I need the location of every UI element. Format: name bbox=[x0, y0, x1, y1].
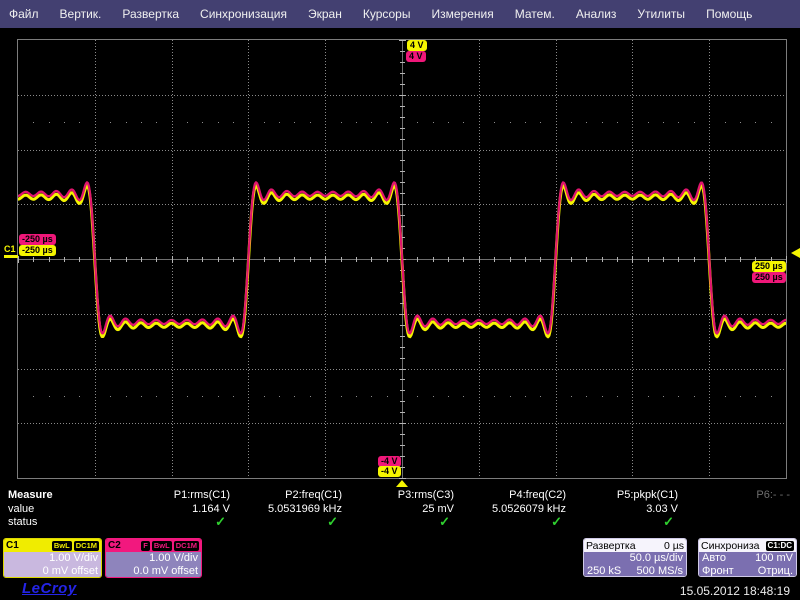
c1-channel-marker: C1 bbox=[4, 244, 16, 254]
bwl-badge: BwL bbox=[51, 540, 72, 551]
lecroy-logo: LeCroy bbox=[22, 580, 77, 597]
channel1-id: C1 bbox=[6, 540, 19, 551]
c1-left-time-tag: -250 µs bbox=[19, 245, 56, 256]
trigger-slope: Отриц. bbox=[757, 565, 793, 577]
channel2-id: C2 bbox=[108, 540, 121, 551]
dc1m-badge: DC1M bbox=[173, 540, 199, 551]
menu-item-display[interactable]: Экран bbox=[307, 7, 342, 21]
clock-timestamp: 15.05.2012 18:48:19 bbox=[679, 584, 790, 598]
p4-status-check-icon: ✓ bbox=[551, 514, 562, 529]
menu-item-measure[interactable]: Измерения bbox=[431, 7, 494, 21]
p4-value: 5.0526079 kHz bbox=[492, 503, 566, 515]
p3-status-check-icon: ✓ bbox=[439, 514, 450, 529]
p1-value: 1.164 V bbox=[192, 503, 230, 515]
channel2-offset: 0.0 mV offset bbox=[133, 565, 198, 577]
menu-item-cursors[interactable]: Курсоры bbox=[362, 7, 411, 21]
timebase-delay: 0 µs bbox=[663, 539, 684, 552]
measure-col-p1[interactable]: P1:rms(C1) 1.164 V ✓ bbox=[118, 487, 230, 533]
waveform-display bbox=[18, 181, 786, 339]
filter-badge: F bbox=[141, 540, 150, 551]
p2-status-check-icon: ✓ bbox=[327, 514, 338, 529]
menu-item-utilities[interactable]: Утилиты bbox=[637, 7, 686, 21]
channel1-descriptor-box[interactable]: C1 BwL DC1M 1.00 V/div 0 mV offset bbox=[3, 538, 102, 578]
c1-right-time-tag: 250 µs bbox=[752, 261, 786, 272]
measure-col-p6[interactable]: P6:- - - bbox=[678, 487, 790, 533]
p4-label: P4:freq(C2) bbox=[509, 489, 566, 501]
scope-graticule bbox=[17, 39, 787, 479]
menu-item-timebase[interactable]: Развертка bbox=[122, 7, 180, 21]
c2-top-range-tag: 4 V bbox=[406, 51, 426, 62]
trigger-level: 100 mV bbox=[755, 552, 793, 564]
timebase-title: Развертка bbox=[586, 539, 636, 552]
channel2-scale: 1.00 V/div bbox=[149, 552, 198, 564]
menu-item-file[interactable]: Файл bbox=[9, 7, 39, 21]
trace-c2 bbox=[18, 181, 786, 335]
p5-value: 3.03 V bbox=[646, 503, 678, 515]
timebase-descriptor-box[interactable]: Развертка 0 µs 50.0 µs/div 250 kS 500 MS… bbox=[583, 538, 687, 577]
measure-col-p3[interactable]: P3:rms(C3) 25 mV ✓ bbox=[342, 487, 454, 533]
p2-value: 5.0531969 kHz bbox=[268, 503, 342, 515]
menu-item-help[interactable]: Помощь bbox=[706, 7, 753, 21]
trigger-mode: Авто bbox=[702, 552, 726, 564]
bwl-badge: BwL bbox=[151, 540, 172, 551]
p3-value: 25 mV bbox=[422, 503, 454, 515]
menu-item-math[interactable]: Матем. bbox=[514, 7, 555, 21]
trigger-coupling: Фронт bbox=[702, 565, 734, 577]
c1-top-range-tag: 4 V bbox=[407, 40, 427, 51]
trigger-source-badge: C1:DC bbox=[765, 540, 794, 551]
measure-col-p4[interactable]: P4:freq(C2) 5.0526079 kHz ✓ bbox=[454, 487, 566, 533]
channel2-descriptor-box[interactable]: C2 F BwL DC1M 1.00 V/div 0.0 mV offset bbox=[105, 538, 202, 578]
c2-left-time-tag: -250 µs bbox=[19, 234, 56, 245]
status-row-label: status bbox=[8, 516, 38, 528]
trigger-descriptor-box[interactable]: Синхрониза C1:DC Авто 100 mV Фронт Отриц… bbox=[698, 538, 797, 577]
p3-label: P3:rms(C3) bbox=[397, 489, 454, 501]
channel1-offset: 0 mV offset bbox=[42, 565, 98, 577]
c2-right-time-tag: 250 µs bbox=[752, 272, 786, 283]
channel1-scale: 1.00 V/div bbox=[49, 552, 98, 564]
menu-item-vertical[interactable]: Вертик. bbox=[59, 7, 102, 21]
timebase-rate: 500 MS/s bbox=[636, 565, 683, 577]
p2-label: P2:freq(C1) bbox=[285, 489, 342, 501]
p1-label: P1:rms(C1) bbox=[173, 489, 230, 501]
measure-table: Measure value status P1:rms(C1) 1.164 V … bbox=[0, 487, 800, 533]
menu-item-analysis[interactable]: Анализ bbox=[575, 7, 617, 21]
p6-label: P6:- - - bbox=[756, 489, 790, 501]
measure-row-label: Measure bbox=[8, 489, 53, 501]
c1-ground-level-marker[interactable] bbox=[4, 255, 18, 258]
p1-status-check-icon: ✓ bbox=[215, 514, 226, 529]
c1-bottom-range-tag: -4 V bbox=[378, 466, 401, 477]
menu-bar: Файл Вертик. Развертка Синхронизация Экр… bbox=[0, 0, 800, 28]
measure-col-p2[interactable]: P2:freq(C1) 5.0531969 kHz ✓ bbox=[230, 487, 342, 533]
p5-label: P5:pkpk(C1) bbox=[616, 489, 678, 501]
menu-item-trigger[interactable]: Синхронизация bbox=[200, 7, 287, 21]
p5-status-check-icon: ✓ bbox=[663, 514, 674, 529]
trigger-time-arrow-icon[interactable] bbox=[396, 480, 408, 487]
dc1m-badge: DC1M bbox=[73, 540, 99, 551]
trigger-title: Синхрониза bbox=[701, 539, 760, 552]
c2-bottom-range-tag: -4 V bbox=[378, 456, 401, 467]
timebase-scale: 50.0 µs/div bbox=[629, 552, 683, 564]
value-row-label: value bbox=[8, 503, 35, 515]
timebase-samples: 250 kS bbox=[587, 565, 622, 577]
trigger-level-arrow-icon[interactable] bbox=[791, 248, 800, 258]
measure-col-p5[interactable]: P5:pkpk(C1) 3.03 V ✓ bbox=[566, 487, 678, 533]
